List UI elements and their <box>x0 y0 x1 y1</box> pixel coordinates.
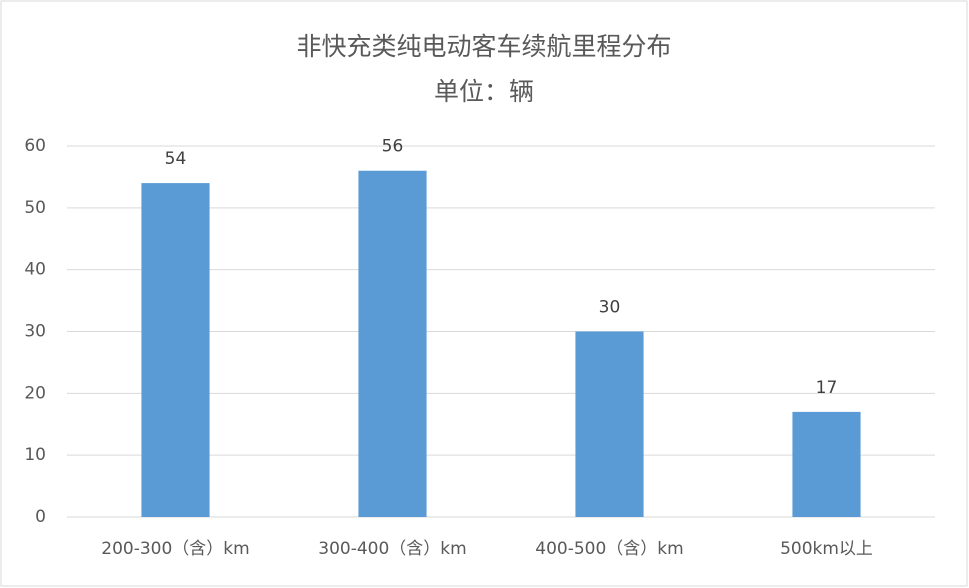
chart-title: 非快充类纯电动客车续航里程分布 <box>296 32 671 61</box>
bar <box>792 411 861 517</box>
x-tick-label: 500km以上 <box>780 539 873 559</box>
bar <box>141 183 210 517</box>
data-label: 56 <box>382 137 404 157</box>
y-tick-label: 0 <box>35 507 46 527</box>
y-tick-label: 20 <box>24 383 46 403</box>
x-tick-label: 400-500（含）km <box>535 539 683 559</box>
bar <box>575 331 644 517</box>
chart-subtitle: 单位：辆 <box>434 77 534 106</box>
y-tick-label: 60 <box>24 136 46 156</box>
x-tick-label: 200-300（含）km <box>101 539 249 559</box>
x-tick-label: 300-400（含）km <box>318 539 466 559</box>
data-label: 17 <box>816 378 838 398</box>
y-tick-label: 40 <box>24 260 46 280</box>
y-tick-label: 10 <box>24 445 46 465</box>
data-label: 30 <box>599 298 621 318</box>
y-tick-label: 50 <box>24 198 46 218</box>
y-tick-label: 30 <box>24 322 46 342</box>
bar <box>358 170 427 517</box>
data-label: 54 <box>165 149 187 169</box>
